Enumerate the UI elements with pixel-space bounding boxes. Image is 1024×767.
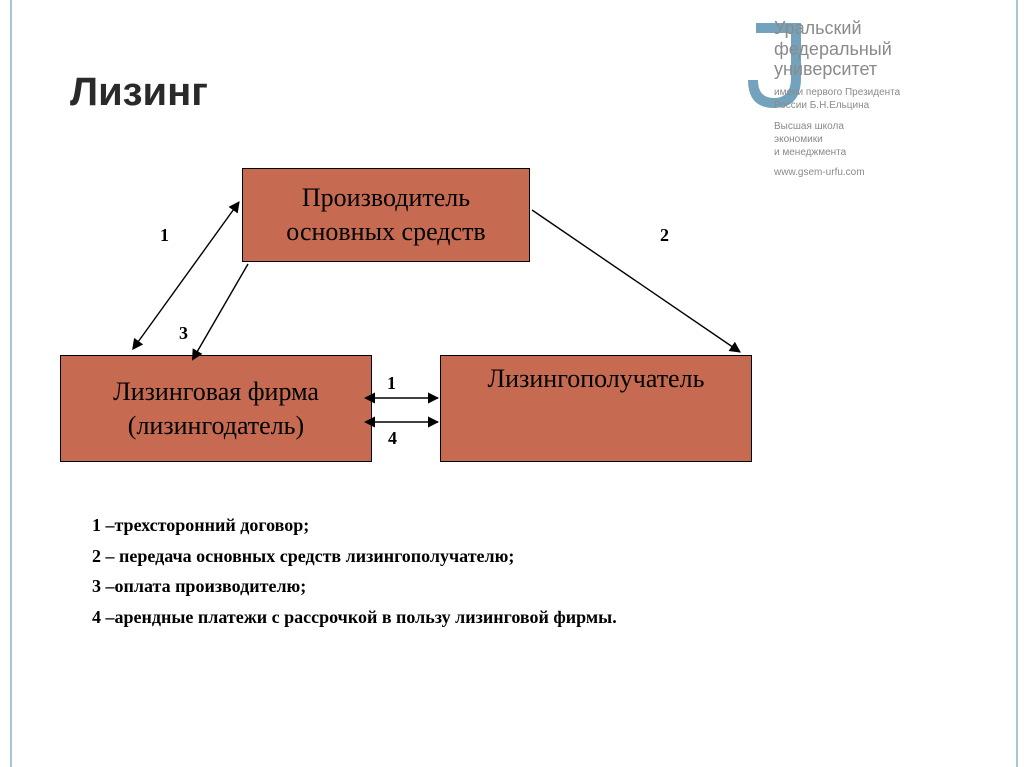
uni-sub1: имени первого Президента bbox=[774, 87, 900, 98]
uni-line2: федеральный bbox=[774, 39, 892, 59]
uni-line1: Уральский bbox=[774, 18, 862, 38]
arrow-2 bbox=[532, 210, 740, 352]
box-lessor-line1: Лизинговая фирма bbox=[113, 375, 319, 409]
legend-line-2: 2 – передача основных средств лизингопол… bbox=[92, 541, 617, 572]
arrow-1 bbox=[138, 202, 239, 342]
box-lessee: Лизингополучатель bbox=[440, 355, 752, 462]
box-producer-line1: Производитель bbox=[302, 181, 470, 215]
page-title: Лизинг bbox=[70, 70, 208, 115]
arrow-label-1: 1 bbox=[160, 225, 169, 246]
box-lessee-line1: Лизингополучатель bbox=[488, 356, 705, 396]
uni-sub5: и менеджмента bbox=[774, 147, 846, 158]
arrow-label-2: 2 bbox=[660, 225, 669, 246]
uni-sub4: экономики bbox=[774, 134, 823, 145]
legend-line-3: 3 –оплата производителю; bbox=[92, 571, 617, 602]
box-producer: Производитель основных средств bbox=[242, 168, 530, 262]
arrow-label-4: 4 bbox=[388, 428, 397, 449]
legend: 1 –трехсторонний договор; 2 – передача о… bbox=[92, 510, 617, 632]
box-lessor-line2: (лизингодатель) bbox=[128, 409, 304, 443]
uni-url: www.gsem-urfu.com bbox=[774, 167, 865, 178]
uni-sub3: Высшая школа bbox=[774, 121, 844, 132]
arrow-label-1b: 1 bbox=[387, 373, 396, 394]
legend-line-1: 1 –трехсторонний договор; bbox=[92, 510, 617, 541]
box-lessor: Лизинговая фирма (лизингодатель) bbox=[60, 355, 372, 462]
uni-line3: университет bbox=[774, 59, 877, 79]
arrow-3 bbox=[197, 264, 248, 352]
university-text-block: Уральский федеральный университет имени … bbox=[774, 18, 994, 178]
arrow-label-3: 3 bbox=[179, 323, 188, 344]
legend-line-4: 4 –арендные платежи с рассрочкой в польз… bbox=[92, 602, 617, 633]
box-producer-line2: основных средств bbox=[286, 215, 485, 249]
uni-sub2: России Б.Н.Ельцина bbox=[774, 100, 869, 111]
slide: Уральский федеральный университет имени … bbox=[10, 0, 1018, 767]
